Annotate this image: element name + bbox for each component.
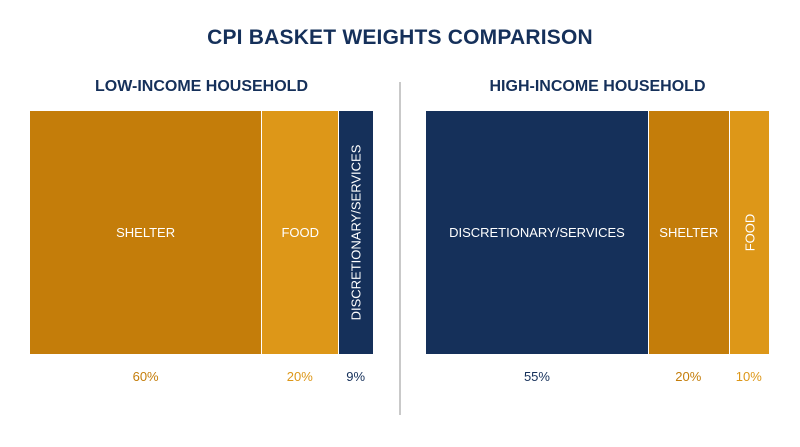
- percent-label-shelter: 20%: [675, 369, 702, 384]
- percent-label-shelter: 60%: [132, 369, 159, 384]
- bar-segment-food: FOOD: [728, 111, 769, 354]
- chart-title: CPI BASKET WEIGHTS COMPARISON: [207, 26, 593, 49]
- segment-label-discretionary-services: DISCRETIONARY/SERVICES: [348, 144, 364, 321]
- bar-segment-shelter: SHELTER: [30, 111, 262, 354]
- panel-title-low-income: LOW-INCOME HOUSEHOLD: [95, 78, 308, 95]
- panel-divider: [399, 82, 401, 415]
- bar-segment-shelter: SHELTER: [647, 111, 729, 354]
- segment-label-food: FOOD: [741, 213, 757, 252]
- percent-label-discretionary-services: 55%: [523, 369, 550, 384]
- percent-label-food: 10%: [735, 369, 762, 384]
- bar-segment-discretionary-services: DISCRETIONARY/SERVICES: [426, 111, 648, 354]
- percent-label-discretionary-services: 9%: [346, 369, 366, 384]
- bar-segment-discretionary-services: DISCRETIONARY/SERVICES: [338, 111, 373, 354]
- segment-label-food: FOOD: [281, 225, 320, 240]
- segment-label-discretionary-services: DISCRETIONARY/SERVICES: [449, 225, 625, 240]
- segment-label-shelter: SHELTER: [659, 225, 719, 240]
- bar-segment-food: FOOD: [261, 111, 339, 354]
- panel-title-high-income: HIGH-INCOME HOUSEHOLD: [489, 78, 706, 95]
- segment-label-shelter: SHELTER: [116, 225, 176, 240]
- percent-label-food: 20%: [286, 369, 313, 384]
